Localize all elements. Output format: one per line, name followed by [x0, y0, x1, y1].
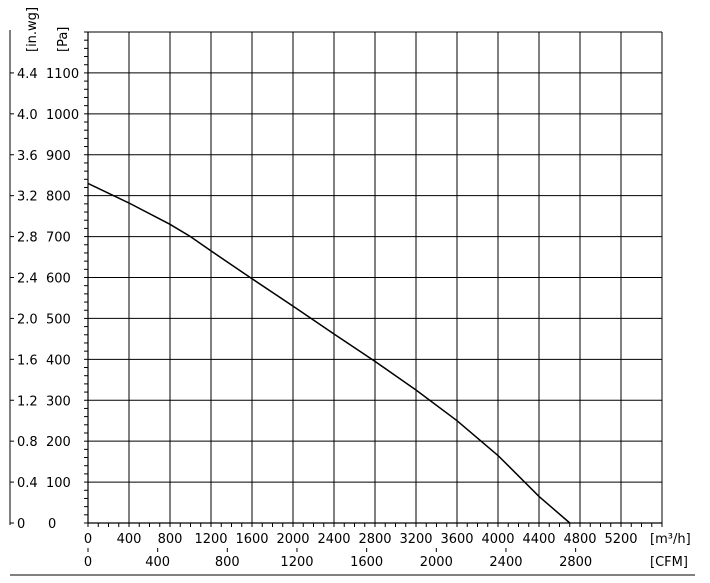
x-unit-primary-label: [m³/h]	[650, 532, 691, 547]
y-tick-label-inwg: 2.0	[17, 312, 38, 327]
x-tick-label-m3h: 1200	[194, 532, 227, 547]
x-tick-label-m3h: 2000	[276, 532, 309, 547]
x-tick-label-m3h: 4000	[481, 532, 514, 547]
y-tick-label-inwg: 0.4	[17, 476, 38, 491]
x-tick-label-m3h: 4400	[522, 532, 555, 547]
y-tick-label-inwg: 1.6	[17, 353, 38, 368]
x-tick-label-cfm: 1200	[280, 555, 313, 570]
y-unit-inwg-label: [in.wg]	[25, 7, 40, 52]
unit-labels: [in.wg] [Pa] [m³/h] [CFM]	[25, 7, 691, 570]
y-tick-label-inwg: 4.4	[17, 67, 38, 82]
x-unit-secondary-label: [CFM]	[650, 555, 688, 570]
y-tick-label-inwg: 3.2	[17, 190, 38, 205]
x-tick-label-m3h: 3200	[399, 532, 432, 547]
y-tick-label-pa: 1000	[46, 108, 79, 123]
x-tick-label-m3h: 1600	[235, 532, 268, 547]
grid-lines	[88, 31, 663, 523]
y-tick-label-pa: 800	[46, 190, 71, 205]
y-tick-label-pa: 700	[46, 231, 71, 246]
x-tick-label-m3h: 800	[158, 532, 183, 547]
x-tick-label-cfm: 1600	[350, 555, 383, 570]
x-tick-label-cfm: 2800	[559, 555, 592, 570]
y-tick-label-inwg: 3.6	[17, 149, 38, 164]
y-tick-label-pa: 300	[46, 394, 71, 409]
y-tick-label-inwg: 2.4	[17, 272, 38, 287]
x-axis-ticks: 0 400 800 1200 1600 2000 2400 2800 3200 3600 4000 4…	[84, 532, 638, 570]
axes	[9, 30, 695, 576]
y-tick-label-inwg: 1.2	[17, 394, 38, 409]
y-axis-ticks: 0 0 0.4 100 0.8 200 1.2 300 1.6 400 2.0 500 2.4 600 2.…	[10, 67, 79, 532]
series-group	[87, 182, 571, 524]
performance-curve	[87, 182, 571, 524]
x-tick-label-cfm: 2400	[489, 555, 522, 570]
x-tick-label-m3h: 4800	[563, 532, 596, 547]
x-tick-label-m3h: 5200	[604, 532, 637, 547]
y-tick-label-pa: 600	[46, 272, 71, 287]
x-tick-label-m3h: 2400	[317, 532, 350, 547]
x-tick-label-m3h: 400	[117, 532, 142, 547]
y-tick-label-inwg: 2.8	[17, 231, 38, 246]
y-tick-label-inwg: 0	[17, 517, 25, 532]
x-tick-label-m3h: 2800	[358, 532, 391, 547]
y-tick-label-pa: 1100	[46, 67, 79, 82]
x-tick-label-cfm: 800	[215, 555, 240, 570]
y-tick-label-pa: 900	[46, 149, 71, 164]
x-tick-label-cfm: 400	[145, 555, 170, 570]
x-tick-label-cfm: 2000	[420, 555, 453, 570]
y-tick-label-pa: 400	[46, 353, 71, 368]
y-unit-pa-label: [Pa]	[56, 27, 71, 52]
y-tick-label-pa: 200	[46, 435, 71, 450]
x-tick-label-m3h: 3600	[440, 532, 473, 547]
y-tick-label-pa: 500	[46, 312, 71, 327]
x-tick-label-m3h: 0	[84, 532, 92, 547]
x-tick-label-cfm: 0	[84, 555, 92, 570]
y-tick-label-pa: 100	[46, 476, 71, 491]
y-tick-label-inwg: 0.8	[17, 435, 38, 450]
y-tick-label-pa: 0	[48, 517, 56, 532]
y-tick-label-inwg: 4.0	[17, 108, 38, 123]
